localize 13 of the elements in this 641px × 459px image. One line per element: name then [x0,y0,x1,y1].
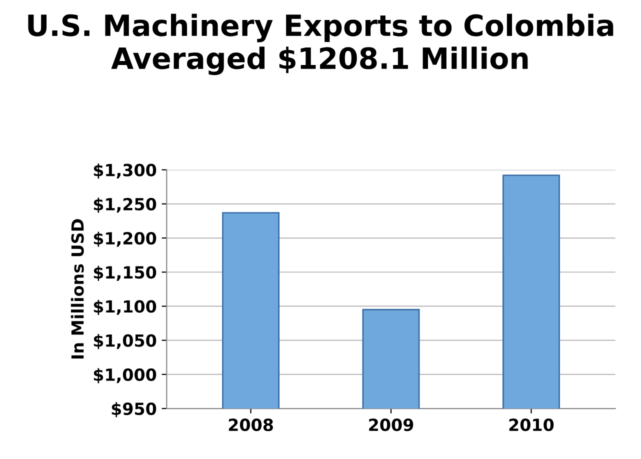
x-tick-label: 2008 [228,418,273,432]
chart-title: U.S. Machinery Exports to Colombia Averaged $1208.1 Million [28,14,614,76]
y-tick-label: $1,050 [94,334,156,350]
y-tick-label: $1,300 [94,164,156,179]
y-axis-title: In Millions USD [70,219,84,358]
y-tick-label: $1,150 [94,266,156,281]
x-tick-label: 2009 [369,418,414,432]
y-tick-label: $1,100 [94,300,156,315]
y-tick-label: $1,000 [94,368,156,384]
y-tick-label: $1,200 [94,232,156,247]
y-tick-label: $1,250 [94,198,156,213]
y-tick-label: $950 [112,402,156,418]
x-tick-label: 2010 [509,418,554,432]
